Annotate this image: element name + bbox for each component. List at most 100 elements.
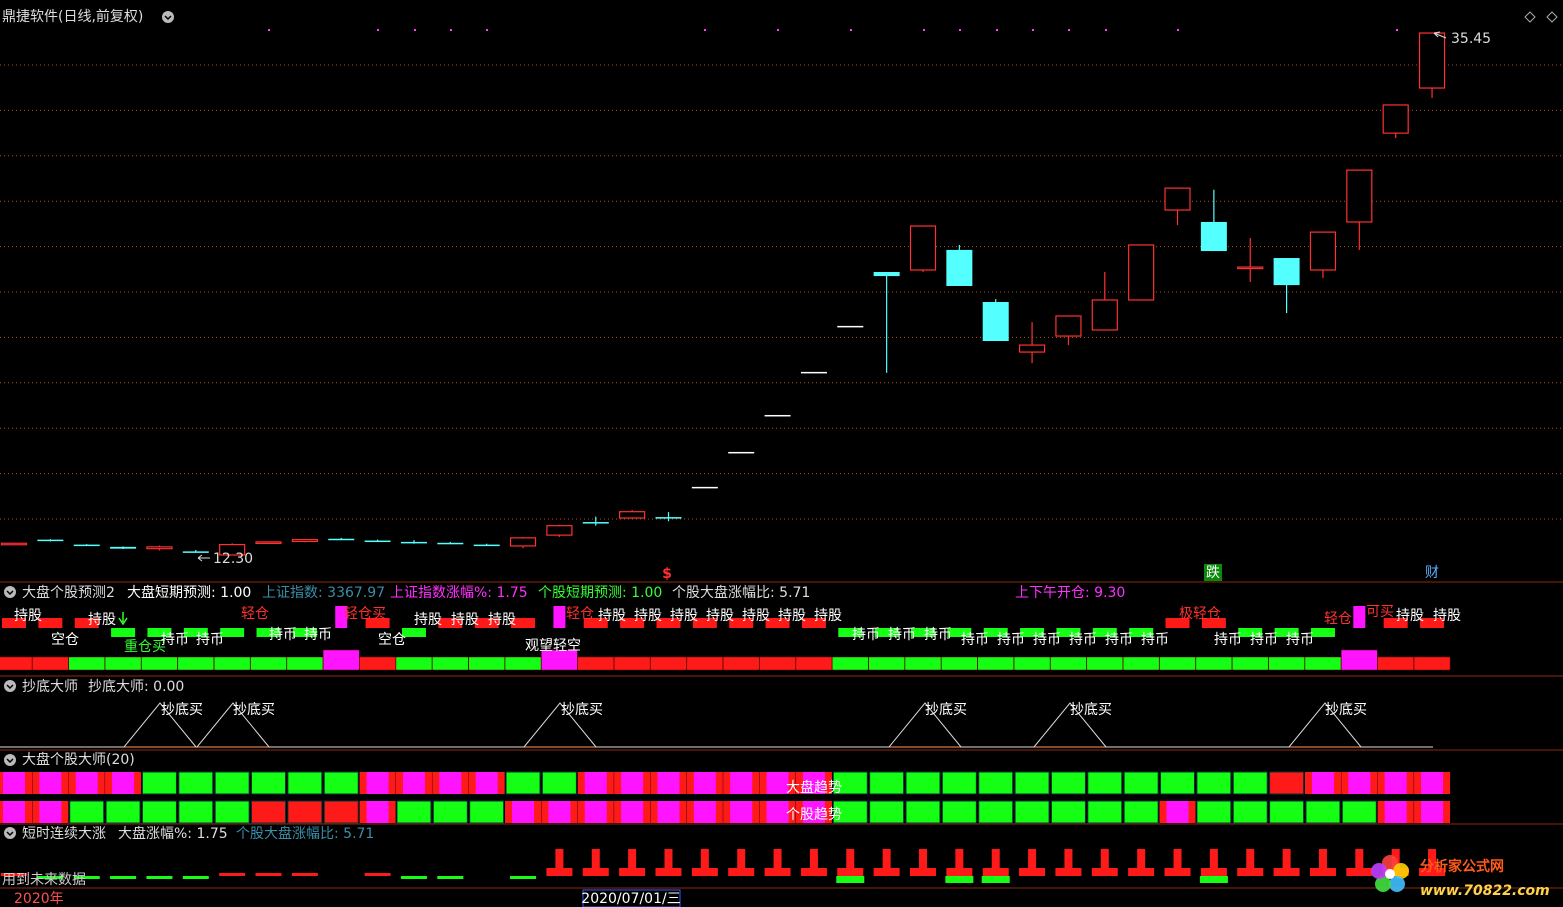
- trend-cell: [251, 800, 287, 824]
- trend-cell: [105, 800, 141, 824]
- trend-cell-inner: [1421, 801, 1444, 823]
- indicator-value: 大盘短期预测: 1.00: [127, 584, 251, 601]
- candle-body: [691, 486, 718, 489]
- panel-toggle[interactable]: [4, 680, 16, 692]
- trend-cell-inner: [1421, 772, 1444, 794]
- signal-block: [553, 606, 566, 628]
- trend-bar: [722, 656, 760, 671]
- signal-block: [947, 628, 972, 637]
- signal-block: [765, 618, 790, 628]
- signal-label: 持币: [196, 632, 224, 648]
- candle-body: [291, 539, 318, 543]
- signal-label: 空仓: [51, 632, 79, 648]
- trend-cell-inner: [112, 772, 135, 794]
- trend-bar: [577, 656, 615, 671]
- trend-cell-inner: [39, 801, 62, 823]
- candle-body: [982, 302, 1009, 342]
- signal-dot: [1032, 29, 1034, 31]
- signal-label: 轻仓: [566, 606, 594, 622]
- trend-cell-inner: [657, 772, 680, 794]
- trend-cell-inner: [621, 801, 644, 823]
- signal-block: [1020, 628, 1045, 637]
- candle-body: [1237, 266, 1264, 270]
- candle-body: [1091, 299, 1118, 331]
- signal-dot: [1105, 29, 1107, 31]
- signal-block: [911, 628, 935, 637]
- signal-block: [1274, 628, 1299, 637]
- candle-body: [1418, 32, 1446, 89]
- fall-bar: [1199, 876, 1228, 883]
- trend-cell-inner: [802, 801, 825, 823]
- fall-bar: [836, 876, 865, 883]
- trend-cell: [1341, 800, 1377, 824]
- trend-bar: [1122, 656, 1160, 671]
- signal-label: 空仓: [378, 632, 406, 648]
- signal-block: [729, 618, 754, 628]
- panel-toggle[interactable]: [4, 586, 16, 598]
- trend-bar: [0, 656, 33, 671]
- candle-body: [800, 371, 827, 374]
- buy-arrow: [118, 612, 128, 626]
- trend-cell-inner: [1384, 772, 1407, 794]
- diamond-icon: [1524, 11, 1536, 23]
- cursor-date: 2020/07/01/三: [581, 891, 680, 907]
- trend-cell: [978, 771, 1014, 795]
- candle-body: [837, 325, 864, 328]
- rise-bar: [1055, 868, 1082, 876]
- fall-bar: [945, 876, 974, 883]
- signal-block: [692, 618, 717, 628]
- signal-label: 持股: [634, 608, 662, 624]
- fall-bar: [981, 876, 1010, 883]
- signal-block: [438, 618, 463, 628]
- trend-cell: [323, 771, 359, 795]
- rise-bar: [546, 868, 573, 876]
- logo-petal: [1371, 863, 1387, 879]
- trend-bar: [213, 656, 251, 671]
- trend-bar: [868, 656, 905, 671]
- candle-body: [655, 517, 682, 519]
- trend-bar: [613, 656, 651, 671]
- rise-bar: [846, 849, 855, 876]
- signal-label: 抄底买: [561, 702, 603, 718]
- signal-label: 持股: [414, 612, 442, 628]
- signal-block: [2, 618, 26, 628]
- trend-bar: [977, 656, 1014, 671]
- panel-toggle[interactable]: [4, 754, 16, 766]
- axis-year: 2020年: [14, 891, 64, 907]
- rise-bar: [219, 873, 246, 876]
- trend-cell: [832, 800, 868, 824]
- rise-bar: [1173, 849, 1182, 876]
- candle-body: [946, 249, 973, 286]
- signal-block: [474, 618, 499, 628]
- signal-dot: [850, 29, 852, 31]
- signal-block: [183, 628, 208, 637]
- candle-body: [1273, 258, 1300, 286]
- rise-bar: [700, 849, 709, 876]
- trend-cell: [1269, 771, 1305, 795]
- trend-cell: [214, 771, 250, 795]
- signal-label: 持币: [961, 632, 989, 648]
- trend-bar: [1013, 656, 1051, 671]
- trend-cell: [941, 800, 977, 824]
- trend-cell-inner: [1166, 801, 1189, 823]
- rise-bar: [737, 849, 746, 876]
- rise-bar: [1137, 849, 1146, 876]
- trend-cell-inner: [3, 772, 25, 794]
- trend-cell-inner: [693, 772, 716, 794]
- signal-label: 持币: [1250, 632, 1278, 648]
- signal-label: 持币: [1033, 632, 1061, 648]
- rise-bar: [773, 849, 782, 876]
- signal-block: [401, 628, 426, 637]
- panel-toggle[interactable]: [4, 827, 16, 839]
- candle-body: [1309, 231, 1337, 271]
- rise-bar: [255, 873, 282, 876]
- trend-bar: [504, 656, 542, 671]
- signal-block: [147, 628, 172, 637]
- rise-bar: [919, 849, 927, 876]
- candle-body: [1346, 169, 1373, 223]
- candle-body: [619, 511, 646, 519]
- panel-toggle[interactable]: [162, 11, 174, 23]
- trend-cell: [214, 800, 250, 824]
- trend-cell-inner: [366, 772, 389, 794]
- indicator-value: 上证指数涨幅%: 1.75: [390, 585, 528, 601]
